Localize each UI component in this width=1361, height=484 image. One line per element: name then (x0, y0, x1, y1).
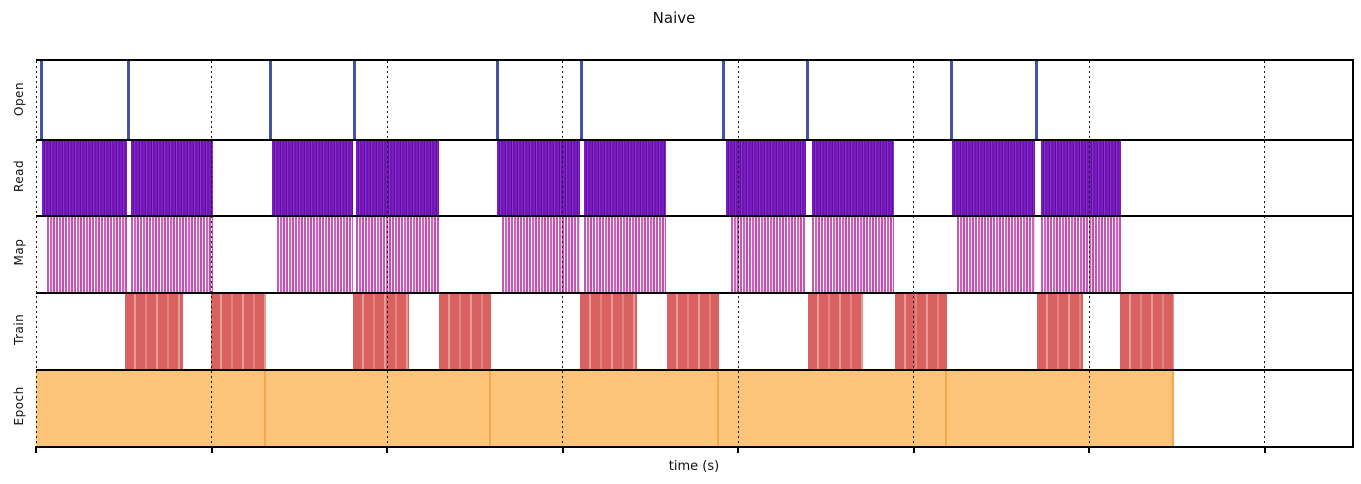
map-interval-bar (583, 216, 667, 293)
train-interval-bar (1037, 292, 1084, 370)
open-interval-bar (806, 61, 810, 140)
epoch-interval-bar (266, 369, 492, 446)
x-axis-tick (737, 446, 739, 453)
x-axis-tick (1263, 446, 1266, 453)
epoch-interval-bar (718, 369, 947, 446)
gridline (913, 61, 914, 446)
open-interval-bar (352, 61, 356, 140)
open-interval-bar (721, 61, 725, 140)
map-interval-bar (730, 216, 807, 293)
row-separator (36, 139, 1352, 141)
read-interval-bar (725, 140, 807, 216)
read-interval-bar (951, 140, 1036, 216)
read-interval-bar (131, 140, 214, 216)
gridline (1088, 61, 1090, 446)
chart-title: Naive (652, 9, 696, 27)
x-axis-tick (210, 446, 213, 453)
gridline (737, 61, 739, 446)
train-interval-bar (210, 292, 267, 370)
open-interval-bar (268, 61, 272, 140)
open-interval-bar (39, 61, 43, 140)
row-label-open: Open (12, 81, 26, 116)
plot-area (35, 59, 1354, 448)
x-axis-tick (912, 446, 915, 453)
train-interval-bar (438, 292, 492, 370)
open-interval-bar (1035, 61, 1039, 140)
x-axis-label: time (s) (668, 459, 720, 474)
open-interval-bar (495, 61, 499, 140)
open-interval-bar (950, 61, 954, 140)
train-interval-bar (666, 292, 719, 370)
gridline (562, 61, 563, 446)
read-interval-bar (272, 140, 353, 216)
gridline (386, 61, 388, 446)
map-interval-bar (811, 216, 895, 293)
x-axis-tick (561, 446, 564, 453)
read-interval-bar (1040, 140, 1121, 216)
read-interval-bar (41, 140, 128, 216)
read-interval-bar (356, 140, 439, 216)
epoch-interval-bar (491, 369, 719, 446)
x-axis-tick (35, 446, 37, 453)
gridline (35, 61, 37, 446)
train-interval-bar (580, 292, 638, 370)
row-separator (36, 291, 1352, 294)
read-interval-bar (497, 140, 581, 216)
row-label-read: Read (12, 159, 26, 193)
map-interval-bar (501, 216, 581, 293)
x-axis-tick (386, 446, 388, 453)
row-separator (36, 215, 1352, 217)
map-interval-bar (47, 216, 128, 293)
row-separator (36, 368, 1352, 371)
train-interval-bar (1120, 292, 1174, 370)
open-interval-bar (580, 61, 584, 140)
map-interval-bar (131, 216, 214, 293)
read-interval-bar (811, 140, 895, 216)
map-interval-bar (356, 216, 439, 293)
epoch-interval-bar (947, 369, 1174, 446)
row-label-map: Map (12, 238, 26, 266)
train-interval-bar (895, 292, 947, 370)
gridline (211, 61, 212, 446)
row-label-epoch: Epoch (12, 386, 26, 426)
map-interval-bar (957, 216, 1036, 293)
gridline (1264, 61, 1265, 446)
train-interval-bar (124, 292, 184, 370)
open-interval-bar (126, 61, 130, 140)
x-axis-tick (1088, 446, 1090, 453)
map-interval-bar (276, 216, 353, 293)
map-interval-bar (1040, 216, 1121, 293)
row-label-train: Train (12, 313, 26, 345)
train-interval-bar (808, 292, 863, 370)
read-interval-bar (583, 140, 667, 216)
epoch-interval-bar (36, 369, 267, 446)
train-interval-bar (352, 292, 409, 370)
